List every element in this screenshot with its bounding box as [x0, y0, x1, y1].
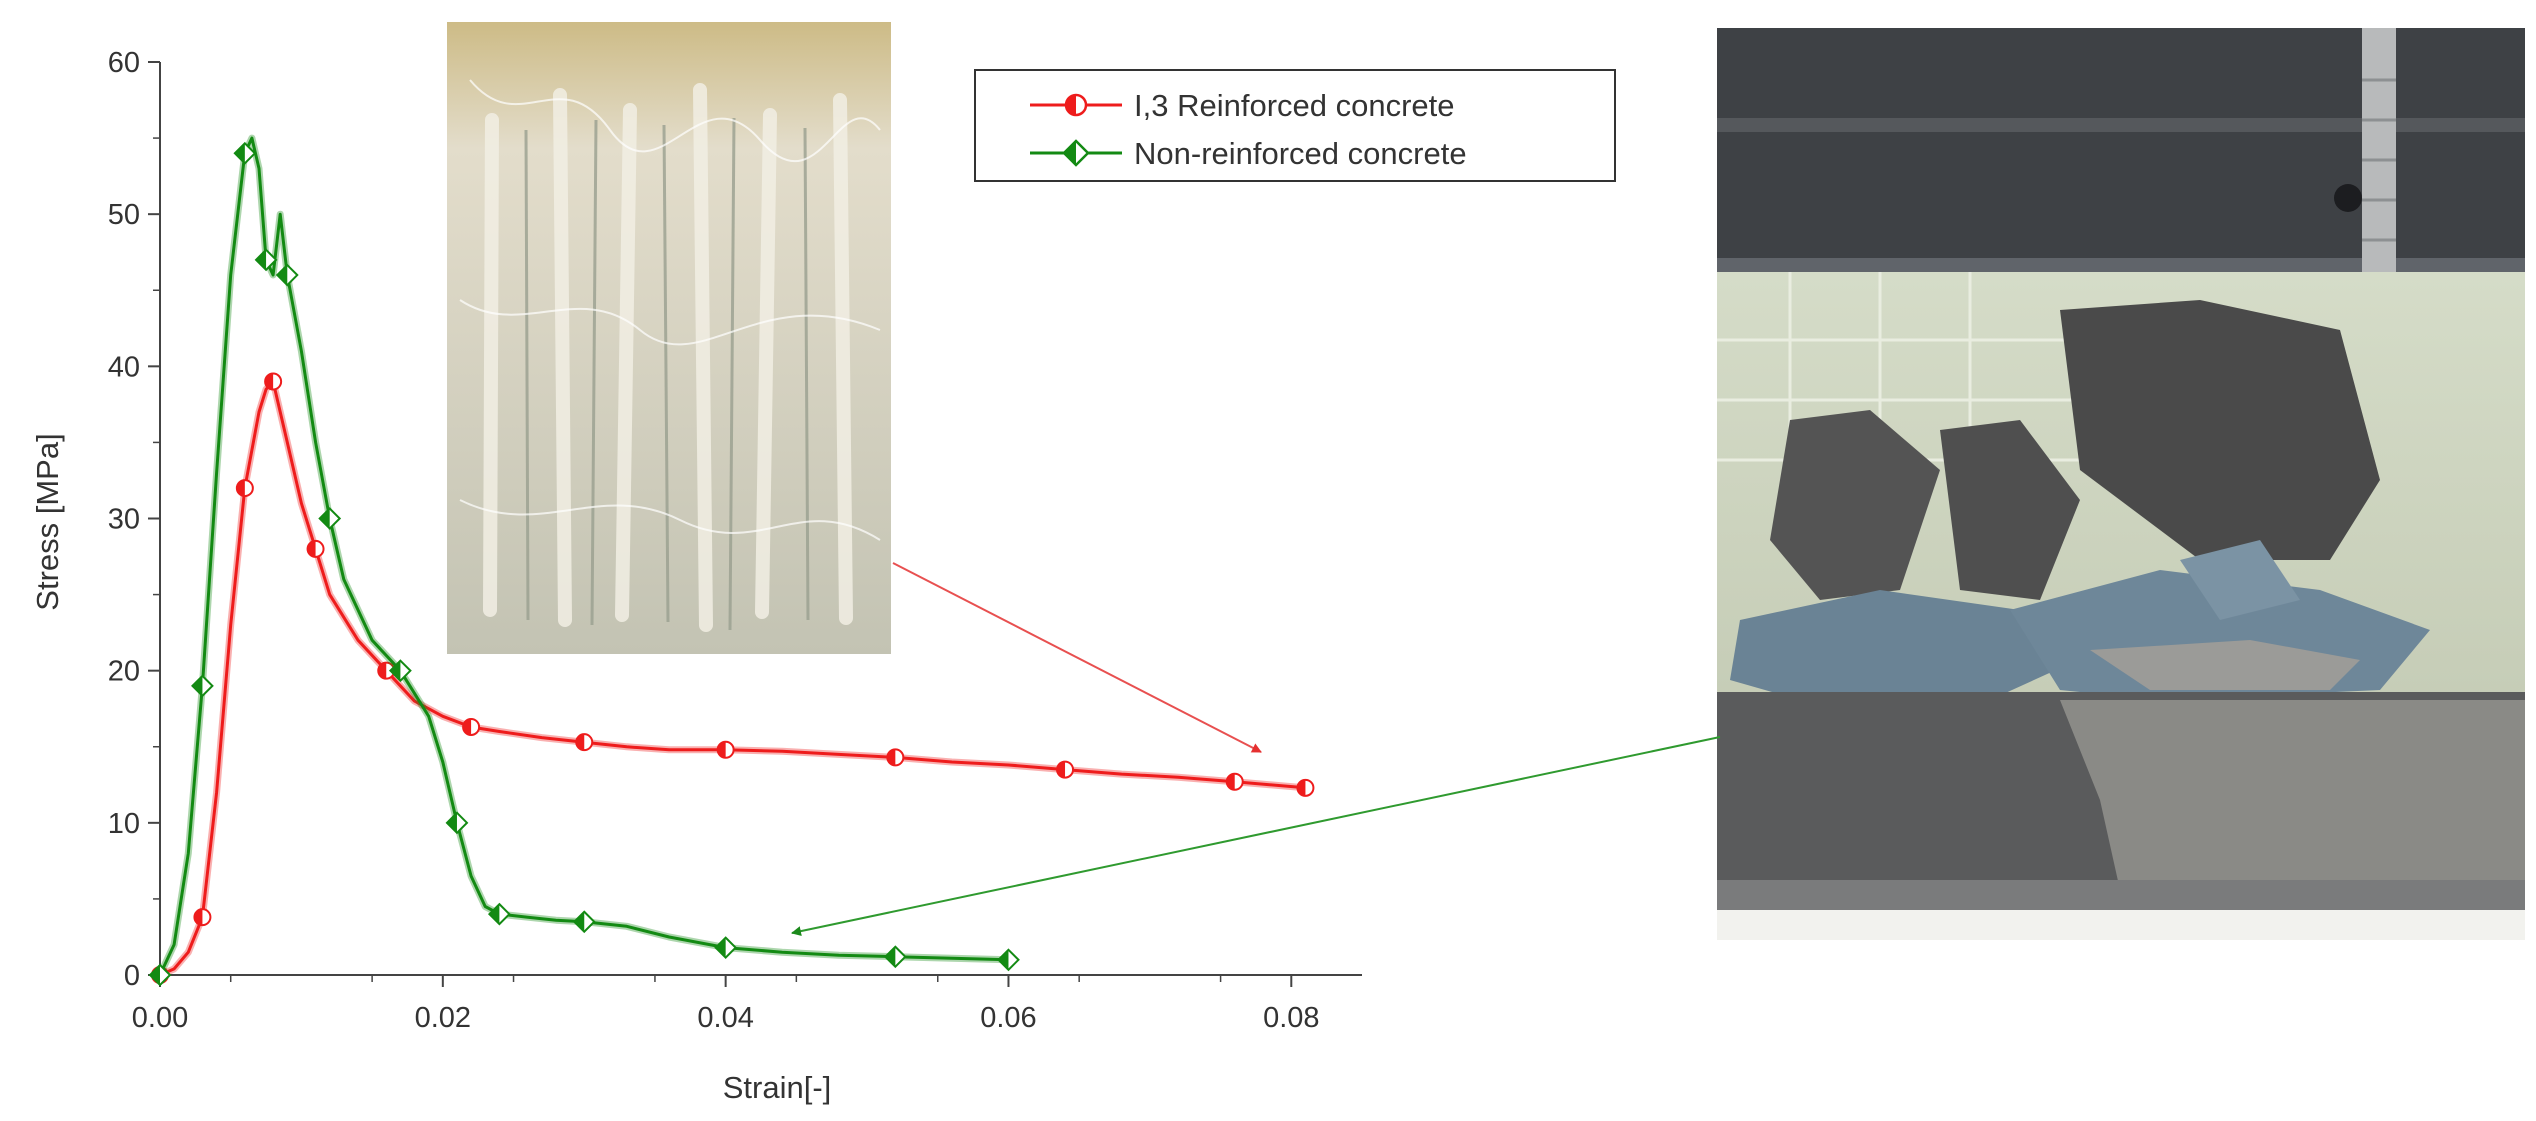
- x-tick-label: 0.04: [697, 1002, 753, 1034]
- legend-marker-nonreinforced: [1062, 139, 1090, 167]
- fabric-specimen-photo: [447, 22, 891, 654]
- data-point-reinforced: [886, 748, 905, 767]
- annotation-arrow-green: [791, 736, 1721, 937]
- axis-ticks: 0.00 0.02 0.04 0.06 0.08 0 10 20 30 40 50 60: [108, 47, 1320, 1034]
- data-point-nonreinforced: [233, 141, 257, 165]
- crushed-specimen-photo: [1717, 28, 2525, 940]
- data-point-nonreinforced: [275, 263, 299, 287]
- data-point-reinforced: [377, 661, 396, 680]
- y-tick-label: 40: [108, 351, 140, 383]
- y-tick-label: 0: [124, 960, 140, 992]
- data-point-nonreinforced: [318, 507, 342, 530]
- data-point-nonreinforced: [487, 902, 511, 926]
- data-point-reinforced: [1225, 772, 1244, 791]
- series-line-nonreinforced: [158, 136, 1009, 976]
- y-tick-label: 30: [108, 504, 140, 536]
- series-line-reinforced: [159, 380, 1306, 977]
- data-point-nonreinforced: [388, 659, 412, 683]
- data-point-nonreinforced: [254, 248, 278, 272]
- data-point-nonreinforced: [997, 948, 1020, 972]
- data-point-nonreinforced: [572, 910, 596, 934]
- data-point-reinforced: [264, 372, 283, 391]
- x-tick-label: 0.02: [415, 1002, 471, 1034]
- legend: I,3 Reinforced concrete Non-reinforced c…: [974, 69, 1616, 182]
- y-tick-label: 50: [108, 199, 140, 231]
- legend-marker-reinforced: [1064, 93, 1088, 117]
- data-point-reinforced: [462, 717, 481, 736]
- data-point-reinforced: [1296, 778, 1315, 797]
- y-axis-label: Stress [MPa]: [30, 433, 65, 610]
- y-tick-label: 60: [108, 47, 140, 79]
- legend-box: [974, 69, 1616, 182]
- x-axis-label: Strain[-]: [723, 1070, 832, 1105]
- data-point-reinforced: [1056, 760, 1075, 779]
- x-tick-label: 0.08: [1263, 1002, 1319, 1034]
- y-tick-label: 10: [108, 808, 140, 840]
- annotation-arrow-red: [892, 562, 1262, 753]
- data-point-nonreinforced: [148, 963, 172, 987]
- data-point-nonreinforced: [883, 945, 907, 969]
- data-point-nonreinforced: [445, 811, 469, 835]
- y-tick-label: 20: [108, 656, 140, 688]
- x-tick-label: 0.06: [980, 1002, 1036, 1034]
- data-point-nonreinforced: [714, 936, 738, 960]
- series-layer: [148, 134, 1315, 987]
- data-point-nonreinforced: [191, 674, 214, 698]
- data-point-reinforced: [235, 479, 254, 498]
- data-point-reinforced: [575, 733, 594, 752]
- x-tick-label: 0.00: [132, 1002, 188, 1034]
- data-point-reinforced: [306, 539, 325, 558]
- data-point-reinforced: [716, 740, 735, 759]
- data-point-reinforced: [193, 908, 212, 927]
- legend-label-reinforced: I,3 Reinforced concrete: [1134, 88, 1455, 123]
- legend-label-nonreinforced: Non-reinforced concrete: [1134, 136, 1467, 171]
